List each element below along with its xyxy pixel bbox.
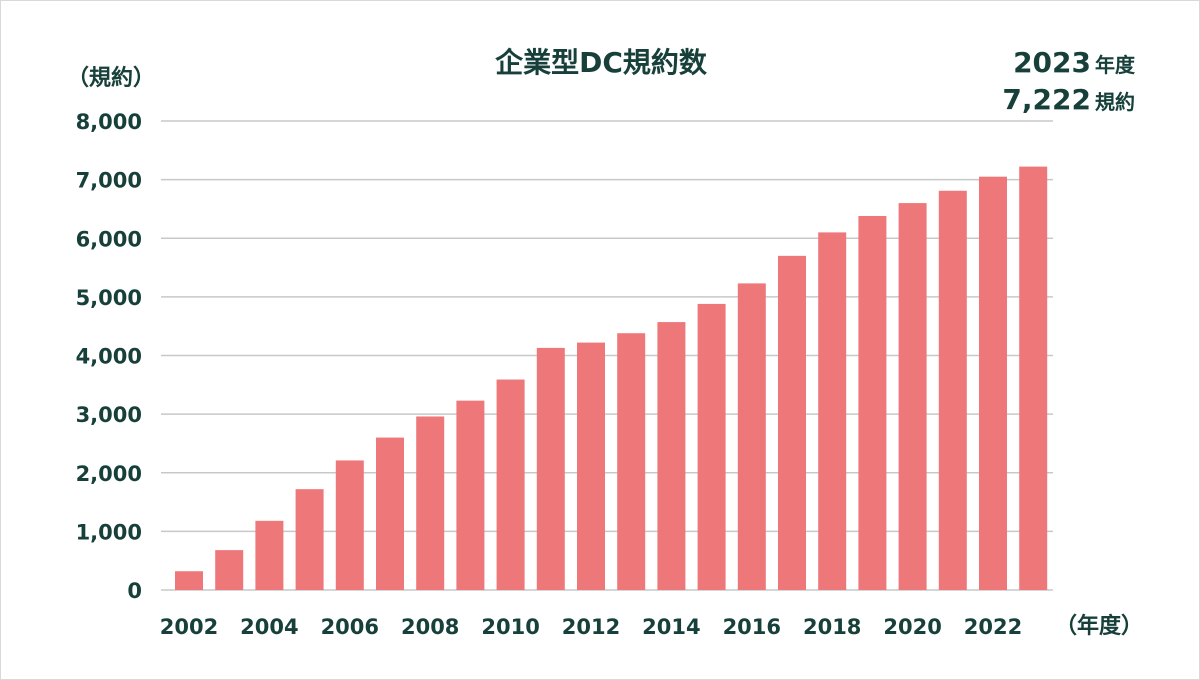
bar-2015 (697, 303, 726, 590)
x-axis-tick-label: 2012 (562, 615, 620, 639)
bar-2010 (496, 379, 525, 590)
annotation-total: 2023 年度 7,222 規約 (1002, 46, 1136, 116)
bar-2002 (175, 571, 203, 590)
y-axis-tick-label: 4,000 (76, 345, 142, 369)
annotation-count: 7,222 規約 (1002, 83, 1135, 116)
x-axis-tick-label: 2008 (401, 615, 459, 639)
annotation-count-number: 7,222 (1002, 83, 1091, 116)
annotation-year-number: 2023 (1013, 46, 1091, 79)
bar-2020 (898, 203, 927, 590)
x-axis-tick-label: 2020 (883, 615, 941, 639)
y-axis-tick-label: 8,000 (76, 110, 142, 134)
bar-2016 (737, 283, 766, 590)
x-axis-tick-label: 2016 (723, 615, 781, 639)
annotation-year: 2023 年度 (1013, 46, 1136, 79)
bar-2009 (456, 400, 485, 590)
y-axis-tick-label: 7,000 (76, 169, 142, 193)
bar-2006 (335, 460, 364, 590)
y-axis-tick-label: 0 (127, 579, 142, 603)
x-axis-tick-label: 2002 (160, 615, 218, 639)
y-axis-tick-label: 1,000 (76, 520, 142, 544)
y-axis-tick-label: 2,000 (76, 462, 142, 486)
bar-2023 (1019, 166, 1048, 591)
y-axis-ticks: 0 1,000 2,000 3,000 4,000 5,000 6,000 7,000 8,00… (76, 110, 142, 603)
y-axis-tick-label: 5,000 (76, 286, 142, 310)
x-axis-tick-label: 2014 (642, 615, 700, 639)
bar-2005 (295, 489, 324, 590)
bar-2012 (577, 342, 605, 590)
bar-2017 (778, 255, 806, 590)
x-axis-tick-label: 2018 (803, 615, 861, 639)
x-axis-tick-label: 2004 (240, 615, 298, 639)
bars (175, 166, 1048, 591)
bar-2018 (818, 232, 847, 590)
x-axis-tick-label: 2010 (481, 615, 539, 639)
bar-2013 (617, 333, 646, 590)
bar-2011 (536, 347, 565, 590)
y-axis-tick-label: 6,000 (76, 227, 142, 251)
bar-2007 (376, 437, 404, 590)
y-axis-tick-label: 3,000 (76, 403, 142, 427)
x-axis-tick-label: 2022 (964, 615, 1022, 639)
bar-2008 (416, 416, 445, 590)
bar-2019 (858, 215, 887, 590)
x-axis-ticks: 2002 2004 2006 2008 2010 2012 2014 2016 2018 2020… (160, 615, 1022, 639)
bar-2004 (255, 520, 284, 590)
chart-title: 企業型DC規約数 (495, 46, 708, 79)
x-axis-unit-label: （年度） (1055, 613, 1143, 639)
annotation-count-unit: 規約 (1095, 90, 1135, 114)
bar-2021 (938, 190, 967, 590)
y-axis-unit-label: （規約） (67, 65, 155, 91)
bar-2014 (657, 322, 686, 590)
bar-2022 (979, 176, 1007, 590)
annotation-year-unit: 年度 (1095, 53, 1136, 77)
x-axis-tick-label: 2006 (321, 615, 379, 639)
bar-2003 (215, 550, 244, 590)
